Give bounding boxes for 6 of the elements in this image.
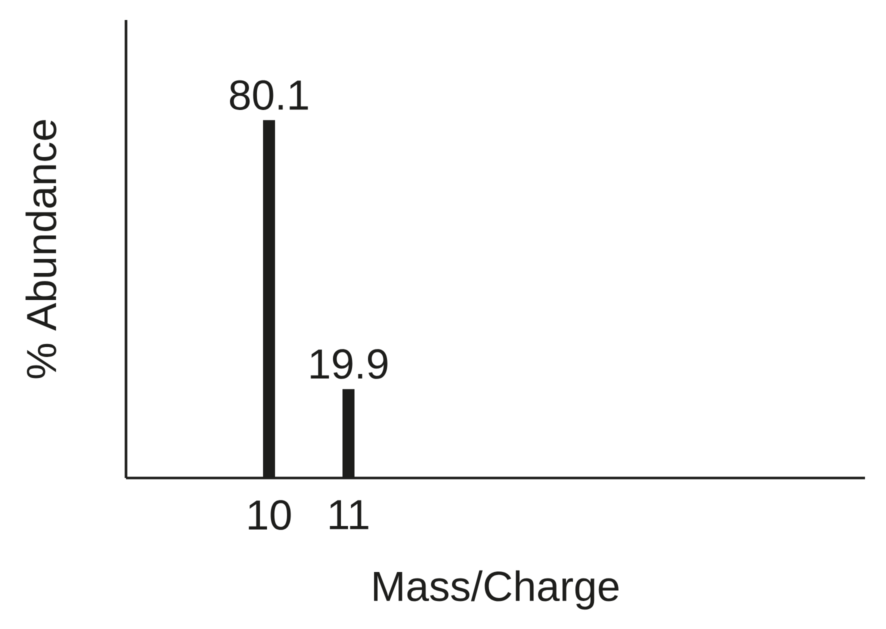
data-label: 80.1: [230, 80, 308, 110]
x-tick-label: 10: [248, 500, 291, 530]
x-axis-title: Mass/Charge: [374, 570, 618, 610]
y-axis-title: % Abundance: [26, 120, 56, 378]
data-label: 19.9: [310, 349, 388, 379]
x-tick-label: 11: [330, 500, 368, 530]
